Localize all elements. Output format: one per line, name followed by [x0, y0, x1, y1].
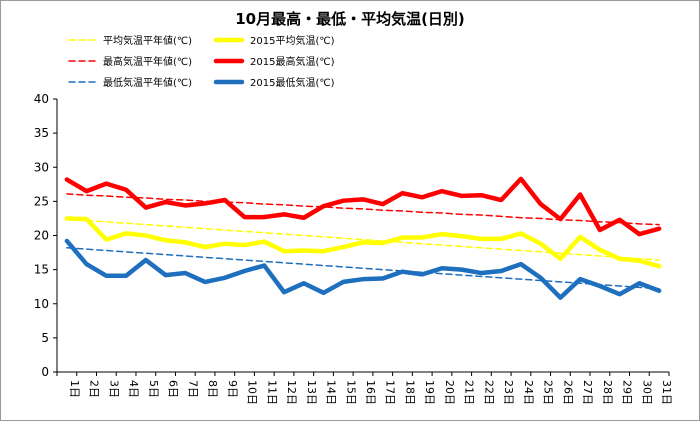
- x-tick-label: 15日: [344, 380, 357, 405]
- series-line-1: [66, 218, 660, 261]
- x-tick-label: 16日: [364, 380, 377, 405]
- x-tick-label: 29日: [621, 380, 634, 405]
- y-tick-label: 35: [34, 126, 49, 140]
- chart-title: 10月最高・最低・平均気温(日別): [235, 10, 465, 28]
- x-tick-label: 23日: [502, 380, 515, 405]
- legend-label-5: 最低気温平年値(℃): [103, 76, 192, 89]
- x-tick-label: 5日: [147, 380, 160, 398]
- legend-label-4: 2015最高気温(℃): [250, 55, 335, 68]
- x-tick-label: 17日: [384, 380, 397, 405]
- x-tick-label: 8日: [206, 380, 219, 398]
- x-axis: 1日 2日 3日 4日 5日 6日 7日 8日 9日 10日 11日 12日 13日 14日 15日 16日 1…: [56, 371, 673, 405]
- y-tick-label: 10: [34, 297, 49, 311]
- x-tick-label: 20日: [443, 380, 456, 405]
- x-tick-label: 6日: [167, 380, 180, 398]
- x-tick-label: 18日: [403, 380, 416, 405]
- x-tick-label: 13日: [305, 380, 318, 405]
- y-tick-label: 40: [34, 92, 49, 106]
- x-tick-label: 11日: [265, 380, 278, 405]
- x-tick-label: 21日: [463, 380, 476, 405]
- x-tick-label: 30日: [640, 380, 653, 405]
- series-line-5: [66, 247, 660, 290]
- x-tick-label: 26日: [561, 380, 574, 405]
- x-tick-label: 22日: [482, 380, 495, 405]
- x-tick-label: 24日: [522, 380, 535, 405]
- x-tick-label: 12日: [285, 380, 298, 405]
- series-line-6: [64, 238, 662, 300]
- y-tick-label: 15: [34, 263, 49, 277]
- x-tick-label: 9日: [226, 380, 239, 398]
- x-tick-label: 4日: [127, 380, 140, 398]
- legend-label-2: 2015平均気温(℃): [250, 34, 335, 47]
- plot-series: [64, 176, 662, 300]
- x-tick-label: 10日: [246, 380, 259, 405]
- y-tick-label: 20: [34, 229, 49, 243]
- x-tick-label: 1日: [68, 380, 81, 398]
- x-tick-label: 27日: [581, 380, 594, 405]
- legend: 平均気温平年値(℃) 2015平均気温(℃) 最高気温平年値(℃) 2015最高気温(…: [68, 34, 335, 89]
- legend-label-6: 2015最低気温(℃): [250, 76, 335, 89]
- series-line-2: [64, 216, 662, 269]
- x-tick-label: 14日: [325, 380, 338, 405]
- x-tick-label: 28日: [601, 380, 614, 405]
- x-tick-label: 7日: [186, 380, 199, 398]
- legend-label-3: 最高気温平年値(℃): [103, 55, 192, 68]
- y-tick-label: 5: [41, 331, 49, 345]
- x-tick-label: 31日: [660, 380, 673, 405]
- x-tick-label: 19日: [423, 380, 436, 405]
- x-tick-label: 2日: [88, 380, 101, 398]
- x-tick-label: 25日: [542, 380, 555, 405]
- y-axis: 0 5 10 15 20 25 30 35 40: [34, 92, 58, 379]
- y-tick-label: 30: [34, 160, 49, 174]
- y-tick-label: 0: [41, 365, 49, 379]
- y-tick-label: 25: [34, 194, 49, 208]
- legend-label-1: 平均気温平年値(℃): [103, 34, 192, 47]
- series-line-4: [64, 176, 662, 237]
- x-tick-label: 3日: [107, 380, 120, 398]
